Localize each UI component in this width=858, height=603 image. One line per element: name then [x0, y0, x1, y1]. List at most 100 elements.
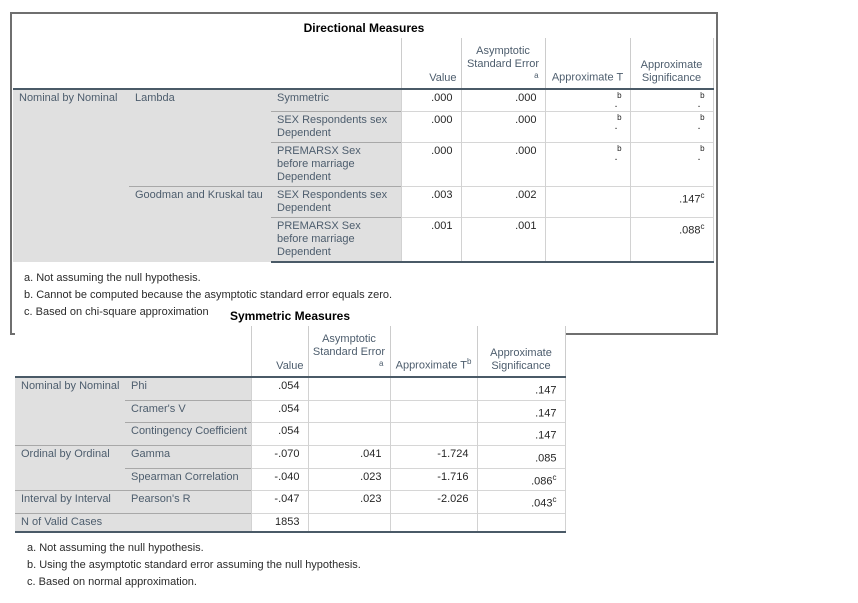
measure-label: Contingency Coefficient	[125, 422, 251, 446]
cell-approx-t: -1.724	[389, 444, 477, 469]
table-title-directional-measures: Directional Measures	[303, 21, 425, 35]
footnote-marker-a: a	[534, 71, 539, 81]
footnote-b: b. Cannot be computed because the asympt…	[24, 289, 393, 301]
footnote-marker-b: b	[700, 113, 705, 122]
row-group-label: Nominal by Nominal	[15, 377, 125, 446]
footnote-marker-c: c	[552, 472, 557, 482]
footnote-marker-b: b	[617, 91, 622, 100]
footnote-c: c. Based on normal approximation.	[27, 575, 197, 588]
table-row: Interval by Interval Pearson's R -.047 .…	[15, 490, 566, 514]
measure-label: Goodman and Kruskal tau	[129, 186, 271, 262]
footnote-marker-b: b	[617, 144, 622, 153]
column-header-approximate-t: Approximate T	[544, 38, 631, 90]
cell-approx-sig: .043c	[476, 490, 566, 514]
cell-approx-t: b .	[544, 142, 631, 187]
column-header-approximate-significance: Approximate Significance	[476, 326, 566, 378]
table-row: Contingency Coefficient .054 .147	[15, 422, 566, 446]
row-group-label: Nominal by Nominal	[13, 89, 129, 262]
cell-approx-sig: .088c	[629, 217, 714, 263]
cell-std-error: .041	[307, 444, 390, 469]
stub-header-cell	[13, 38, 402, 90]
cell-approx-t	[544, 217, 631, 263]
cell-approx-sig: .086c	[476, 467, 566, 491]
table-row: PREMARSX Sex before marriage Dependent .…	[13, 142, 714, 187]
spss-output-viewer-page: Directional Measures Value Asymptotic St…	[10, 12, 718, 588]
footnote-marker-b: b	[700, 91, 705, 100]
cell-approx-sig: .147	[476, 377, 566, 401]
measure-label: Phi	[125, 377, 251, 401]
table-row: PREMARSX Sex before marriage Dependent .…	[13, 217, 714, 263]
cell-std-error: .023	[307, 467, 390, 491]
table-row: N of Valid Cases 1853	[15, 512, 566, 533]
directional-measures-table: Value Asymptotic Standard Error a Approx…	[13, 38, 714, 263]
cell-approx-t: -1.716	[389, 467, 477, 491]
column-header-value: Value	[250, 326, 308, 378]
cell-value: .000	[400, 111, 462, 143]
symmetric-measures-table: Value Asymptotic Standard Error a Approx…	[15, 326, 566, 533]
cell-approx-t	[389, 377, 477, 401]
footnote-marker-c: c	[700, 191, 705, 200]
footnotes-symmetric-measures: a. Not assuming the null hypothesis. b. …	[15, 533, 565, 603]
symmetric-measures-output-item[interactable]: Symmetric Measures Value Asymptotic Stan…	[15, 302, 566, 603]
table-title-symmetric-measures: Symmetric Measures	[229, 309, 351, 323]
table-row: Nominal by Nominal Phi .054 .147	[15, 377, 566, 446]
cell-std-error: .000	[460, 142, 546, 187]
cell-approx-sig: .147	[476, 422, 566, 446]
cell-approx-sig: b .	[629, 142, 714, 187]
cell-std-error: .000	[460, 89, 546, 112]
footnote-marker-a: a	[379, 359, 384, 369]
cell-approx-t	[544, 186, 631, 218]
column-header-asymptotic-standard-error: Asymptotic Standard Error a	[307, 326, 390, 378]
row-group-label: Interval by Interval	[15, 490, 125, 514]
table-row: Ordinal by Ordinal Gamma -.070 .041 -1.7…	[15, 444, 566, 491]
stub-header-cell	[15, 326, 251, 378]
cell-approx-t: b .	[544, 111, 631, 143]
measure-label: Cramer's V	[125, 399, 251, 423]
cell-value: .054	[250, 399, 308, 423]
table-row: Spearman Correlation -.040 .023 -1.716 .…	[15, 467, 566, 491]
cell-value: 1853	[250, 512, 308, 533]
cell-approx-sig: b .	[629, 89, 714, 112]
row-group-label: Ordinal by Ordinal	[15, 444, 125, 491]
column-header-asymptotic-standard-error: Asymptotic Standard Error a	[460, 38, 546, 90]
cell-value: .000	[400, 142, 462, 187]
column-header-approximate-t: Approximate Tb	[389, 326, 477, 378]
cell-std-error: .023	[307, 490, 390, 514]
cell-value: .003	[400, 186, 462, 218]
category-label: PREMARSX Sex before marriage Dependent	[271, 142, 402, 187]
footnote-marker-b: b	[700, 144, 705, 153]
category-label: SEX Respondents sex Dependent	[271, 186, 402, 218]
cell-std-error	[307, 422, 390, 446]
cell-approx-sig: b .	[629, 111, 714, 143]
table-row: Nominal by Nominal Lambda Symmetric .000…	[13, 89, 714, 262]
table-row: Goodman and Kruskal tau SEX Respondents …	[13, 186, 714, 262]
header-row: Value Asymptotic Standard Error a Approx…	[13, 38, 714, 90]
cell-value: .054	[250, 422, 308, 446]
column-header-approximate-significance: Approximate Significance	[629, 38, 714, 90]
cell-approx-sig: .147c	[629, 186, 714, 218]
cell-value: -.070	[250, 444, 308, 469]
cell-std-error: .001	[460, 217, 546, 263]
header-row: Value Asymptotic Standard Error a Approx…	[15, 326, 566, 378]
cell-approx-t: -2.026	[389, 490, 477, 514]
cell-approx-t	[389, 512, 477, 533]
table-row: Cramer's V .054 .147	[15, 399, 566, 423]
footnote-a: a. Not assuming the null hypothesis.	[24, 272, 201, 284]
footnotes-directional-measures: a. Not assuming the null hypothesis. b. …	[12, 263, 716, 333]
cell-std-error	[307, 399, 390, 423]
measure-label: Pearson's R	[125, 490, 251, 514]
column-header-value: Value	[400, 38, 462, 90]
footnote-marker-c: c	[552, 495, 557, 505]
row-group-label: N of Valid Cases	[15, 512, 251, 533]
cell-approx-sig	[476, 512, 566, 533]
category-label: Symmetric	[271, 89, 402, 112]
measure-label: Gamma	[125, 444, 251, 469]
cell-approx-t	[389, 422, 477, 446]
footnote-a: a. Not assuming the null hypothesis.	[27, 541, 204, 554]
cell-std-error	[307, 377, 390, 401]
directional-measures-output-item[interactable]: Directional Measures Value Asymptotic St…	[10, 12, 718, 335]
cell-std-error: .002	[460, 186, 546, 218]
cell-value: .001	[400, 217, 462, 263]
cell-std-error: .000	[460, 111, 546, 143]
cell-std-error	[307, 512, 390, 533]
